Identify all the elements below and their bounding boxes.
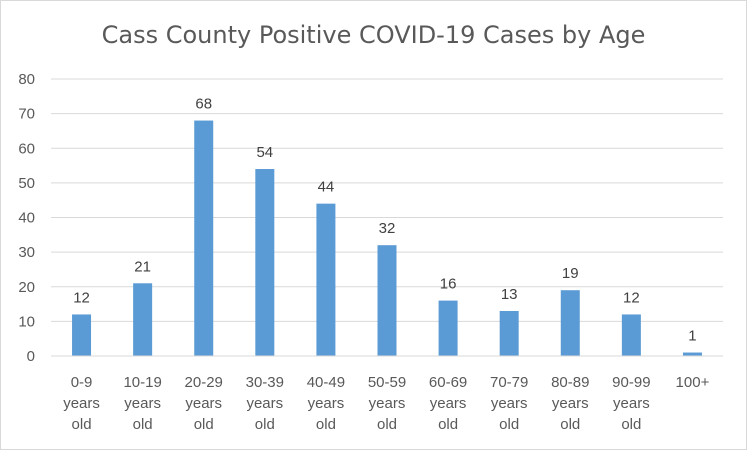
x-tick-label: 40-49 [307,374,345,391]
x-tick-label: 100+ [676,374,710,391]
x-tick-label: old [316,416,336,433]
bar [377,245,397,356]
bar [438,300,458,356]
x-tick-label: old [194,416,214,433]
chart-title: Cass County Positive COVID-19 Cases by A… [101,21,646,49]
y-tick-label: 60 [18,140,35,157]
y-tick-label: 70 [18,106,35,123]
x-tick-label: old [377,416,397,433]
x-tick-label: old [560,416,580,433]
y-tick-label: 10 [18,313,35,330]
bar [499,310,519,356]
x-tick-label: 30-39 [246,374,284,391]
y-tick-label: 50 [18,175,35,192]
x-tick-label: years [491,395,528,412]
x-tick-label: years [246,395,283,412]
bar [316,203,336,356]
data-label: 13 [501,286,518,303]
data-label: 12 [623,289,640,306]
y-tick-label: 80 [18,71,35,88]
bar [72,314,92,356]
x-tick-label: old [72,416,92,433]
data-label: 32 [379,220,396,237]
x-tick-label: 20-29 [185,374,223,391]
x-tick-label: years [63,395,100,412]
x-tick-label: old [255,416,275,433]
data-label: 12 [73,289,90,306]
x-tick-label: years [430,395,467,412]
bar [133,283,153,356]
bar [682,352,702,356]
x-tick-label: old [621,416,641,433]
x-tick-label: old [133,416,153,433]
x-tick-label: 60-69 [429,374,467,391]
y-tick-label: 40 [18,210,35,227]
x-tick-label: 70-79 [490,374,528,391]
data-label: 21 [134,258,151,275]
x-tick-label: 50-59 [368,374,406,391]
y-tick-label: 20 [18,279,35,296]
x-tick-label: years [185,395,222,412]
x-tick-label: 0-9 [71,374,93,391]
bar [255,169,275,356]
y-tick-label: 0 [27,348,35,365]
x-tick-label: years [308,395,345,412]
x-tick-label: years [369,395,406,412]
data-label: 54 [256,144,273,161]
x-tick-label: old [499,416,519,433]
x-tick-label: old [438,416,458,433]
y-tick-label: 30 [18,244,35,261]
x-tick-label: 10-19 [123,374,161,391]
x-tick-label: years [613,395,650,412]
x-tick-label: years [124,395,161,412]
data-label: 1 [688,328,696,345]
data-label: 16 [440,276,457,293]
bar [621,314,641,356]
bar [194,120,214,356]
x-tick-label: 80-89 [551,374,589,391]
data-label: 68 [195,96,212,113]
data-label: 44 [318,179,335,196]
bar [560,290,580,356]
data-label: 19 [562,265,579,282]
x-tick-label: 90-99 [612,374,650,391]
x-tick-label: years [552,395,589,412]
